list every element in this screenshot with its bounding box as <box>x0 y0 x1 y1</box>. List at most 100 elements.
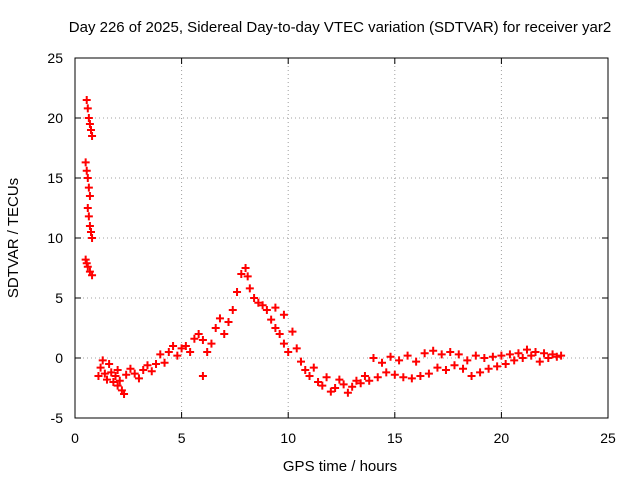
data-point <box>386 352 395 361</box>
data-point <box>233 288 242 296</box>
data-point <box>173 351 182 360</box>
data-point <box>84 183 93 192</box>
axis-ticks <box>74 57 609 419</box>
data-point <box>194 330 203 338</box>
data-point <box>207 339 216 348</box>
data-point <box>314 378 323 386</box>
data-point <box>134 374 143 383</box>
data-point <box>390 370 399 379</box>
y-tick-label: 5 <box>55 290 63 306</box>
y-axis-label: SDTVAR / TECUs <box>5 178 22 298</box>
data-point <box>85 192 94 200</box>
series-sdtvar <box>81 96 566 398</box>
data-point <box>84 114 93 122</box>
data-point <box>250 294 259 302</box>
data-point <box>85 120 94 128</box>
data-point <box>258 301 267 310</box>
data-point <box>433 363 442 372</box>
data-point <box>476 368 485 377</box>
data-point <box>343 388 352 397</box>
data-points <box>81 96 566 398</box>
data-point <box>83 204 92 212</box>
data-point <box>399 373 408 382</box>
data-point <box>514 349 523 358</box>
data-point <box>86 228 95 236</box>
data-point <box>403 351 412 360</box>
data-point <box>139 366 148 374</box>
data-point <box>557 351 566 360</box>
data-point <box>254 298 263 307</box>
data-point <box>169 342 178 350</box>
data-point <box>309 363 318 372</box>
y-tick-label: 25 <box>47 50 63 66</box>
data-point <box>522 345 531 354</box>
data-point <box>484 364 493 373</box>
data-point <box>446 348 455 356</box>
data-point <box>407 374 416 383</box>
y-tick-labels: -5 0 5 10 15 20 25 <box>47 50 63 426</box>
data-point <box>441 366 450 374</box>
data-point <box>211 324 220 332</box>
data-point <box>275 330 284 338</box>
data-point <box>459 364 468 373</box>
data-point <box>360 372 369 380</box>
data-point <box>181 342 190 350</box>
data-point <box>88 271 97 280</box>
data-point <box>292 344 301 353</box>
y-tick-label: -5 <box>51 410 64 426</box>
data-point <box>480 354 489 362</box>
data-point <box>271 324 280 332</box>
y-tick-label: 15 <box>47 170 63 186</box>
data-point <box>497 351 506 360</box>
data-point <box>190 334 199 343</box>
data-point <box>288 327 297 336</box>
data-point <box>356 379 365 388</box>
data-point <box>544 354 553 362</box>
data-point <box>510 356 519 365</box>
data-point <box>505 350 514 359</box>
data-point <box>416 372 425 380</box>
data-point <box>429 346 438 355</box>
data-point <box>531 348 540 356</box>
data-point <box>450 361 459 370</box>
data-point <box>120 390 129 398</box>
data-point <box>378 358 387 367</box>
data-point <box>100 369 109 378</box>
data-point <box>186 348 195 356</box>
data-point <box>322 373 331 382</box>
data-point <box>156 350 165 359</box>
data-point <box>122 370 131 379</box>
data-point <box>527 351 536 360</box>
x-tick-label: 15 <box>387 430 403 446</box>
data-point <box>348 382 357 391</box>
data-point <box>115 376 124 385</box>
x-axis-label: GPS time / hours <box>283 458 397 475</box>
data-point <box>305 372 314 380</box>
data-point <box>552 352 561 361</box>
data-point <box>318 381 327 390</box>
data-point <box>339 380 348 389</box>
data-point <box>164 348 173 356</box>
data-point <box>467 372 476 380</box>
data-point <box>147 367 156 376</box>
data-point <box>88 132 97 140</box>
data-point <box>224 318 233 326</box>
data-point <box>501 360 510 368</box>
data-point <box>83 104 92 113</box>
data-point <box>412 357 421 366</box>
x-tick-label: 0 <box>71 430 79 446</box>
data-point <box>198 372 207 380</box>
data-point <box>215 314 224 323</box>
data-point <box>84 212 93 221</box>
data-point <box>267 315 276 324</box>
data-point <box>488 352 497 361</box>
data-point <box>540 349 549 358</box>
data-point <box>152 360 161 368</box>
data-point <box>326 387 335 396</box>
data-point <box>424 369 433 378</box>
data-point <box>160 358 169 367</box>
data-point <box>548 350 557 359</box>
data-point <box>335 375 344 384</box>
data-point <box>535 357 544 366</box>
